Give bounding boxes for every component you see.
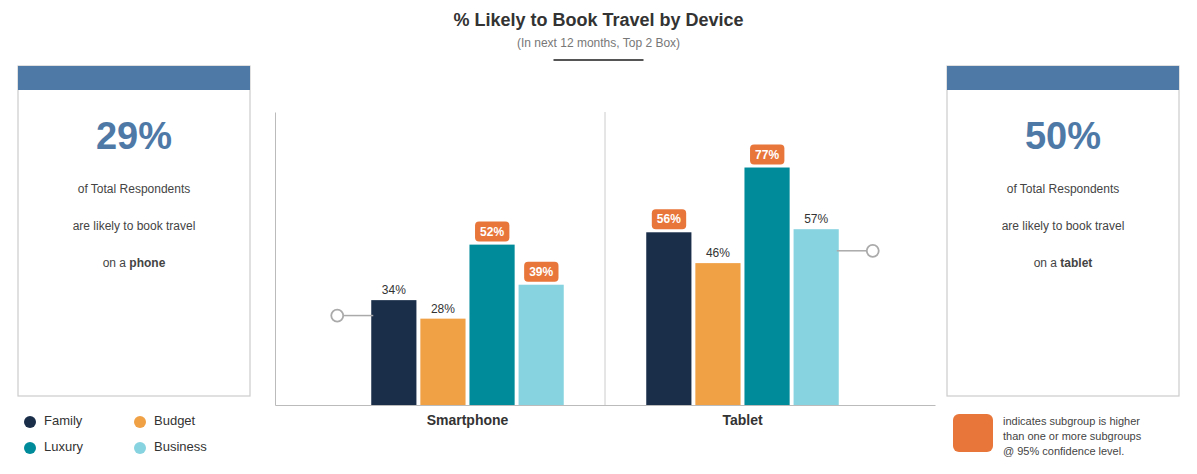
average-marker [331, 310, 343, 322]
x-tick-label: Smartphone [427, 412, 509, 428]
average-line [837, 250, 867, 252]
bar [469, 245, 514, 405]
bar [646, 232, 691, 405]
data-label: 52% [480, 225, 504, 239]
x-tick-label: Tablet [722, 412, 763, 428]
info-box-strip [18, 66, 250, 90]
legend-item: Family [24, 413, 83, 428]
legend-item: Luxury [24, 439, 84, 454]
legend-label: Budget [154, 413, 196, 428]
bar [744, 168, 789, 405]
data-label-group: 28% [431, 302, 455, 316]
info-box-lead: on a [1034, 256, 1061, 270]
data-label-group: 57% [804, 212, 828, 226]
info-box-strip [947, 66, 1179, 90]
legend-swatch [24, 416, 36, 428]
info-box: 29% of Total Respondents are likely to boo… [18, 66, 250, 396]
info-box-value: 29% [96, 115, 172, 157]
highlight-badge [475, 222, 509, 242]
legend-label: Family [44, 413, 83, 428]
info-box-lead: on a [103, 256, 130, 270]
info-box-text: of Total Respondents [1007, 182, 1120, 196]
info-box-emphasis: phone [129, 256, 165, 270]
data-label: 39% [529, 265, 553, 279]
highlight-note-text: @ 95% confidence level. [1003, 445, 1124, 457]
bar [371, 300, 416, 405]
bar [420, 319, 465, 405]
info-box-lead-line: on a phone [103, 256, 166, 270]
info-box-frame [18, 66, 250, 396]
info-box-text: are likely to book travel [73, 219, 196, 233]
x-tick: Tablet [722, 405, 763, 428]
legend-label: Luxury [44, 439, 84, 454]
data-label-group: 39% [524, 262, 558, 282]
info-box-text: are likely to book travel [1002, 219, 1125, 233]
legend-swatch [24, 442, 36, 454]
title-rule [554, 59, 644, 61]
data-label: 46% [706, 246, 730, 260]
data-label: 57% [804, 212, 828, 226]
average-markers [331, 245, 879, 322]
info-box-frame [947, 66, 1179, 396]
x-tick: Smartphone [427, 405, 509, 428]
info-box-text: of Total Respondents [78, 182, 191, 196]
data-label: 77% [755, 148, 779, 162]
data-label: 56% [657, 212, 681, 226]
info-box-value: 50% [1025, 115, 1101, 157]
data-labels: 34% 56% 28% 46% 52% 77% 39% 57% [382, 145, 829, 316]
title: % Likely to Book Travel by Device [453, 10, 743, 30]
legend-swatch [134, 442, 146, 454]
data-label-group: 52% [475, 222, 509, 242]
bar [695, 263, 740, 405]
data-label-group: 34% [382, 283, 406, 297]
legend-swatch [134, 416, 146, 428]
info-box: 50% of Total Respondents are likely to boo… [947, 66, 1179, 396]
highlight-note-text: indicates subgroup is higher [1003, 415, 1140, 427]
data-label: 34% [382, 283, 406, 297]
highlight-note-swatch [953, 414, 993, 452]
chart-svg: % Likely to Book Travel by Device (In nex… [0, 0, 1197, 474]
highlight-badge [524, 262, 558, 282]
chart-container: % Likely to Book Travel by Device (In nex… [0, 0, 1197, 474]
bar [519, 285, 564, 405]
highlight-note-text: than one or more subgroups [1003, 430, 1142, 442]
subtitle: (In next 12 months, Top 2 Box) [517, 36, 680, 50]
y-axis [275, 113, 276, 406]
highlight-badge [750, 145, 784, 165]
x-axis: Smartphone Tablet [276, 405, 936, 428]
highlight-badge [652, 209, 686, 229]
legend-item: Budget [134, 413, 196, 428]
highlight-note: indicates subgroup is higher than one or … [953, 414, 1142, 457]
data-label-group: 46% [706, 246, 730, 260]
average-line [343, 315, 373, 317]
bar [794, 229, 839, 405]
info-box-lead-line: on a tablet [1034, 256, 1093, 270]
legend: Family Budget Luxury Business [24, 413, 207, 454]
x-axis-line [276, 405, 936, 406]
legend-label: Business [154, 439, 207, 454]
bars [371, 168, 839, 405]
average-marker [867, 245, 879, 257]
data-label: 28% [431, 302, 455, 316]
group-separator [605, 112, 606, 405]
legend-item: Business [134, 439, 207, 454]
data-label-group: 56% [652, 209, 686, 229]
data-label-group: 77% [750, 145, 784, 165]
y-axis-line [275, 113, 276, 406]
info-box-emphasis: tablet [1060, 256, 1092, 270]
